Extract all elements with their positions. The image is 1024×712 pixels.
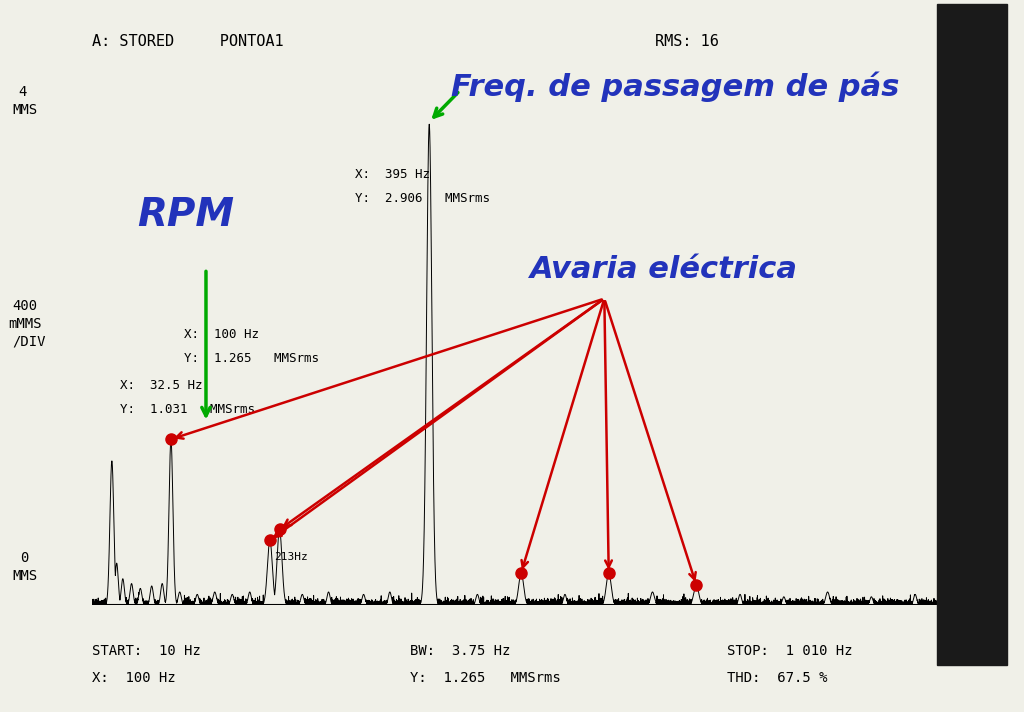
- Text: A: STORED     PONTOA1: A: STORED PONTOA1: [92, 34, 284, 49]
- Text: X:  395 Hz: X: 395 Hz: [355, 168, 430, 182]
- Text: X:  100 Hz: X: 100 Hz: [184, 328, 259, 341]
- Text: Freq. de passagem de pás: Freq. de passagem de pás: [451, 72, 899, 102]
- Text: RPM: RPM: [137, 197, 234, 234]
- Text: /DIV: /DIV: [12, 335, 46, 348]
- Text: MMS: MMS: [12, 103, 38, 117]
- Bar: [937, 4, 1007, 665]
- Text: Y:  1.265   MMSrms: Y: 1.265 MMSrms: [184, 352, 319, 365]
- Text: 4: 4: [18, 85, 27, 99]
- Text: Y:  2.906   MMSrms: Y: 2.906 MMSrms: [355, 192, 489, 205]
- Text: STOP:  1 010 Hz: STOP: 1 010 Hz: [727, 644, 853, 658]
- Text: Y:  1.031   MMSrms: Y: 1.031 MMSrms: [120, 403, 255, 416]
- Text: START:  10 Hz: START: 10 Hz: [92, 644, 201, 658]
- Text: X:  100 Hz: X: 100 Hz: [92, 671, 176, 685]
- Text: 213Hz: 213Hz: [274, 552, 308, 562]
- Text: MMS: MMS: [12, 570, 38, 583]
- Text: THD:  67.5 %: THD: 67.5 %: [727, 671, 827, 685]
- Text: mMMS: mMMS: [8, 317, 42, 330]
- Text: 400: 400: [12, 299, 38, 313]
- Text: X:  32.5 Hz: X: 32.5 Hz: [120, 379, 203, 392]
- Text: RMS: 16: RMS: 16: [655, 34, 719, 49]
- Text: 0: 0: [20, 552, 29, 565]
- Text: Avaria eléctrica: Avaria eléctrica: [530, 255, 798, 284]
- Text: BW:  3.75 Hz: BW: 3.75 Hz: [410, 644, 510, 658]
- Text: Y:  1.265   MMSrms: Y: 1.265 MMSrms: [410, 671, 560, 685]
